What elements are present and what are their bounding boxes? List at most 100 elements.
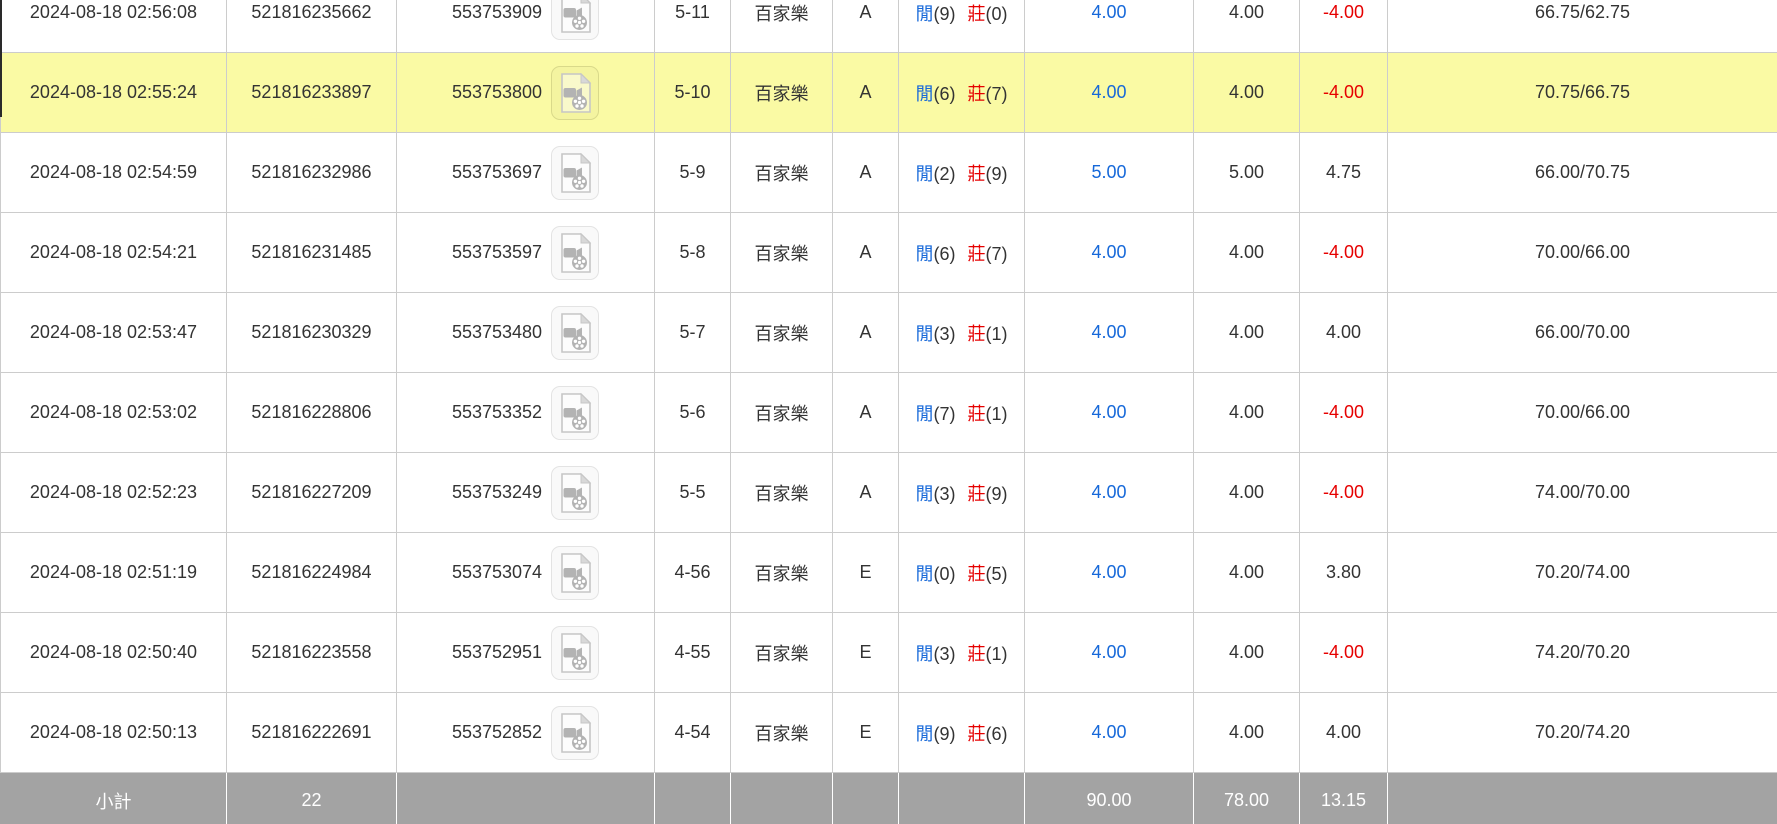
- video-replay-button[interactable]: [551, 65, 600, 120]
- bet-time-cell: 2024-08-18 02:53:47: [0, 292, 227, 373]
- bet-id-cell: 521816223558: [226, 612, 397, 693]
- game-id-text: 553753800: [451, 82, 543, 102]
- result-cell: 閒(7) 莊(1): [898, 372, 1025, 453]
- round-cell: 5-5: [654, 452, 731, 533]
- winloss-cell: -4.00: [1299, 212, 1388, 293]
- banker-result-score: (5): [985, 563, 1008, 584]
- bet-time-cell: 2024-08-18 02:50:13: [0, 692, 227, 773]
- game-type-cell: 百家樂: [730, 0, 833, 53]
- winloss-cell: -4.00: [1299, 52, 1388, 133]
- subtotal-empty-cell: [730, 772, 833, 824]
- subtotal-empty-cell: [832, 772, 899, 824]
- winloss-value: -4.00: [1322, 242, 1365, 262]
- bet-amount-link[interactable]: 4.00: [1091, 322, 1127, 342]
- table-row[interactable]: 2024-08-18 02:56:08 521816235662 5537539…: [0, 0, 1777, 53]
- result-cell: 閒(0) 莊(5): [898, 532, 1025, 613]
- video-replay-icon: [561, 632, 592, 673]
- bet-amount-link[interactable]: 4.00: [1091, 482, 1127, 502]
- balance-cell: 70.00/66.00: [1387, 372, 1777, 453]
- subtotal-row: 小計 22 90.00 78.00 13.15: [0, 772, 1777, 824]
- video-replay-button[interactable]: [551, 465, 600, 520]
- player-result-label: 閒: [915, 723, 934, 744]
- table-row[interactable]: 2024-08-18 02:51:19 521816224984 5537530…: [0, 532, 1777, 613]
- table-row[interactable]: 2024-08-18 02:55:24 521816233897 5537538…: [0, 52, 1777, 133]
- banker-result-score: (9): [985, 163, 1008, 184]
- game-id-text: 553752951: [451, 642, 543, 662]
- banker-result-score: (6): [985, 723, 1008, 744]
- table-row[interactable]: 2024-08-18 02:52:23 521816227209 5537532…: [0, 452, 1777, 533]
- video-replay-button[interactable]: [551, 305, 600, 360]
- subtotal-count-cell: 22: [226, 772, 397, 824]
- result-cell: 閒(9) 莊(6): [898, 692, 1025, 773]
- bet-time-cell: 2024-08-18 02:52:23: [0, 452, 227, 533]
- winloss-value: 4.75: [1325, 162, 1362, 182]
- bet-amount-link[interactable]: 4.00: [1091, 562, 1127, 582]
- banker-result-label: 莊: [967, 3, 986, 24]
- game-id-text: 553753352: [451, 402, 543, 422]
- winloss-value: -4.00: [1322, 642, 1365, 662]
- winloss-value: 4.00: [1325, 322, 1362, 342]
- player-result-score: (2): [933, 163, 956, 184]
- table-code-cell: A: [832, 52, 899, 133]
- video-replay-button[interactable]: [551, 0, 600, 40]
- banker-result-label: 莊: [967, 83, 986, 104]
- game-id-text: 553753909: [451, 2, 543, 22]
- player-result-score: (3): [933, 483, 956, 504]
- winloss-value: -4.00: [1322, 2, 1365, 22]
- table-row[interactable]: 2024-08-18 02:50:40 521816223558 5537529…: [0, 612, 1777, 693]
- table-row[interactable]: 2024-08-18 02:50:13 521816222691 5537528…: [0, 692, 1777, 773]
- banker-result-score: (0): [985, 3, 1008, 24]
- bet-amount-link[interactable]: 4.00: [1091, 402, 1127, 422]
- balance-cell: 70.20/74.00: [1387, 532, 1777, 613]
- game-type-cell: 百家樂: [730, 132, 833, 213]
- video-replay-button[interactable]: [551, 225, 600, 280]
- video-replay-button[interactable]: [551, 385, 600, 440]
- result-cell: 閒(6) 莊(7): [898, 212, 1025, 293]
- game-type-cell: 百家樂: [730, 52, 833, 133]
- bet-amount-cell: 4.00: [1024, 692, 1194, 773]
- video-replay-icon: [561, 232, 592, 273]
- bet-amount-cell: 4.00: [1024, 372, 1194, 453]
- game-id-cell: 553753800: [396, 52, 655, 133]
- balance-cell: 70.00/66.00: [1387, 212, 1777, 293]
- result-cell: 閒(3) 莊(1): [898, 612, 1025, 693]
- game-id-cell: 553753697: [396, 132, 655, 213]
- bet-amount-link[interactable]: 4.00: [1091, 722, 1127, 742]
- table-row[interactable]: 2024-08-18 02:53:47 521816230329 5537534…: [0, 292, 1777, 373]
- balance-cell: 70.75/66.75: [1387, 52, 1777, 133]
- bet-amount-cell: 4.00: [1024, 292, 1194, 373]
- banker-result-score: (7): [985, 83, 1008, 104]
- winloss-cell: -4.00: [1299, 0, 1388, 53]
- table-code-cell: A: [832, 372, 899, 453]
- game-type-cell: 百家樂: [730, 292, 833, 373]
- game-type-cell: 百家樂: [730, 612, 833, 693]
- balance-cell: 74.00/70.00: [1387, 452, 1777, 533]
- video-replay-button[interactable]: [551, 625, 600, 680]
- game-id-cell: 553753352: [396, 372, 655, 453]
- video-replay-button[interactable]: [551, 545, 600, 600]
- bet-amount-link[interactable]: 5.00: [1091, 162, 1127, 182]
- subtotal-empty-cell: [396, 772, 655, 824]
- table-row[interactable]: 2024-08-18 02:54:59 521816232986 5537536…: [0, 132, 1777, 213]
- winloss-value: 3.80: [1325, 562, 1362, 582]
- player-result-label: 閒: [915, 323, 934, 344]
- table-row[interactable]: 2024-08-18 02:54:21 521816231485 5537535…: [0, 212, 1777, 293]
- bet-amount-link[interactable]: 4.00: [1091, 82, 1127, 102]
- game-type-cell: 百家樂: [730, 452, 833, 533]
- player-result-score: (3): [933, 323, 956, 344]
- player-result-label: 閒: [915, 483, 934, 504]
- video-replay-button[interactable]: [551, 145, 600, 200]
- video-replay-button[interactable]: [551, 705, 600, 760]
- game-id-text: 553753697: [451, 162, 543, 182]
- bet-amount-link[interactable]: 4.00: [1091, 242, 1127, 262]
- game-id-cell: 553753249: [396, 452, 655, 533]
- table-row[interactable]: 2024-08-18 02:53:02 521816228806 5537533…: [0, 372, 1777, 453]
- bet-time-cell: 2024-08-18 02:54:21: [0, 212, 227, 293]
- winloss-value: -4.00: [1322, 482, 1365, 502]
- bet-amount-link[interactable]: 4.00: [1091, 2, 1127, 22]
- winloss-cell: 4.00: [1299, 692, 1388, 773]
- table-code-cell: A: [832, 132, 899, 213]
- bet-amount-link[interactable]: 4.00: [1091, 642, 1127, 662]
